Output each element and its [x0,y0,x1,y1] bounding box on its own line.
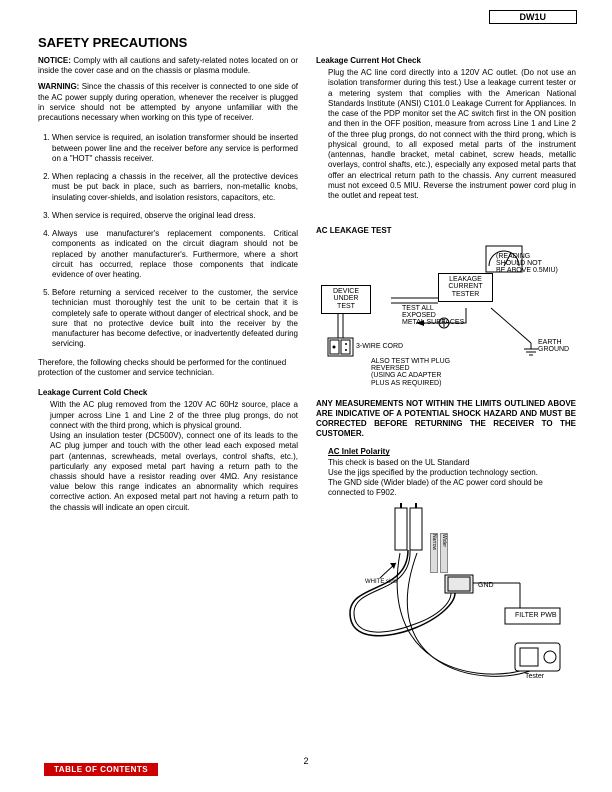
leakage-test-diagram: DEVICEUNDERTEST LEAKAGECURRENTTESTER (RE… [316,243,566,393]
inlet-polarity-body: This check is based on the UL Standard U… [328,458,576,499]
warning-para: WARNING: Since the chassis of this recei… [38,82,298,123]
model-tag: DW1U [489,10,578,24]
list-item: When service is required, observe the or… [52,211,298,221]
device-box: DEVICEUNDERTEST [321,285,371,314]
precaution-list: When service is required, an isolation t… [38,133,298,349]
list-item: Always use manufacturer's replacement co… [52,229,298,280]
list-item: When replacing a chassis in the receiver… [52,172,298,203]
ac-test-heading: AC LEAKAGE TEST [316,226,576,236]
hot-check-body: Plug the AC line cord directly into a 12… [316,68,576,201]
filter-pwb-label: FILTER PWB [515,612,556,619]
gnd-label: GND [478,582,494,589]
notice-label: NOTICE: [38,56,71,65]
white-side-label: WHITE side [365,579,397,585]
cold-check-body: With the AC plug removed from the 120V A… [38,400,298,513]
left-column: NOTICE: Comply with all cautions and saf… [38,56,298,683]
inlet-polarity-heading: AC Inlet Polarity [328,447,576,457]
notice-para: NOTICE: Comply with all cautions and saf… [38,56,298,76]
hot-check-heading: Leakage Current Hot Check [316,56,576,66]
right-column: Leakage Current Hot Check Plug the AC li… [316,56,576,683]
page-content: SAFETY PRECAUTIONS NOTICE: Comply with a… [38,35,578,683]
notice-text: Comply with all cautions and safety-rela… [38,56,298,75]
wider-bar: Wider [440,533,448,573]
tester-label: Tester [525,673,544,680]
reading-label: (READINGSHOULD NOTBE ABOVE 0.5MIU) [496,253,558,275]
inlet-polarity-diagram: WHITE side GND FILTER PWB Tester Narrow … [320,503,570,683]
warning-label: WARNING: [38,82,79,91]
list-item: Before returning a serviced receiver to … [52,288,298,349]
list-item: When service is required, an isolation t… [52,133,298,164]
cord-label: 3-WIRE CORD [356,343,403,350]
tester-box: LEAKAGECURRENTTESTER [438,273,493,302]
earth-label: EARTHGROUND [538,339,569,354]
also-test-label: ALSO TEST WITH PLUGREVERSED(USING AC ADA… [371,358,450,387]
narrow-bar: Narrow [430,533,438,573]
testall-label: TEST ALLEXPOSEDMETAL SURFACES [402,305,464,327]
diagram2-lines [320,503,570,683]
shock-hazard-warning: ANY MEASUREMENTS NOT WITHIN THE LIMITS O… [316,399,576,440]
cold-check-heading: Leakage Current Cold Check [38,388,298,398]
therefore-text: Therefore, the following checks should b… [38,358,298,378]
table-of-contents-button[interactable]: TABLE OF CONTENTS [44,763,158,776]
page-title: SAFETY PRECAUTIONS [38,35,578,50]
